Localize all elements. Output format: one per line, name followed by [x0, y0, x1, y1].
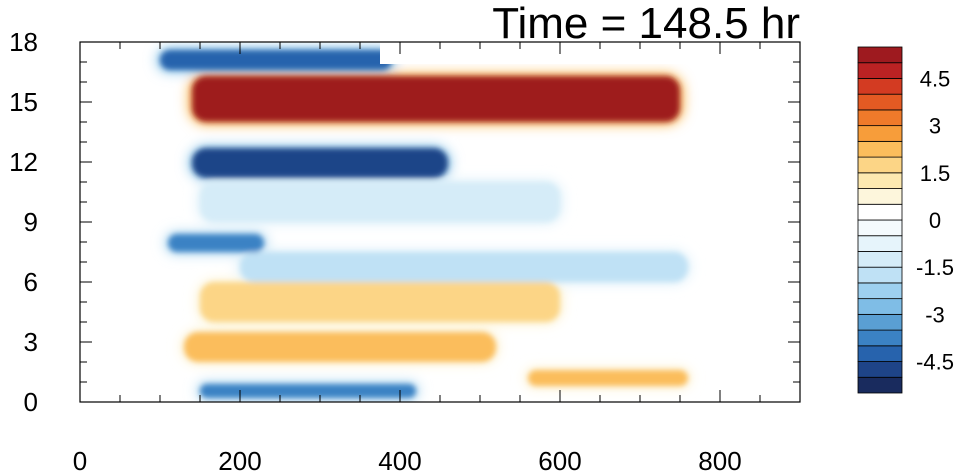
colorbar-box — [857, 62, 903, 79]
x-tick-label: 600 — [538, 446, 581, 473]
colorbar-box — [857, 156, 903, 174]
contour-region-9 — [168, 234, 264, 252]
x-tick-label: 400 — [378, 446, 421, 473]
colorbar-box — [857, 125, 903, 142]
colorbar-box — [857, 188, 903, 205]
chart-title: Time = 148.5 hr — [492, 0, 800, 48]
colorbar-box — [857, 313, 903, 331]
plot-area — [80, 42, 800, 402]
x-tick-label: 800 — [698, 446, 741, 473]
colorbar-label: 0 — [929, 208, 941, 233]
colorbar-box — [857, 282, 903, 300]
colorbar-box — [857, 172, 903, 189]
colorbar-box — [857, 376, 903, 394]
colorbar-label: 4.5 — [920, 66, 951, 91]
y-tick-label: 12 — [9, 147, 38, 177]
colorbar-box — [857, 78, 903, 95]
contour-region-2 — [160, 50, 392, 70]
y-tick-label: 15 — [9, 87, 38, 117]
colorbar-box — [857, 266, 903, 284]
contour-region-3 — [200, 282, 560, 322]
colorbar-box — [857, 219, 903, 237]
colorbar-box — [857, 140, 903, 158]
contour-region-6 — [200, 384, 416, 398]
title-mask — [380, 42, 800, 64]
contour-region-1 — [192, 148, 448, 178]
y-tick-label: 0 — [24, 387, 38, 417]
colorbar-label: -4.5 — [916, 350, 954, 375]
contour-region-0 — [192, 76, 680, 122]
colorbar-label: -1.5 — [916, 255, 954, 280]
x-tick-label: 200 — [218, 446, 261, 473]
y-tick-label: 3 — [24, 327, 38, 357]
y-axis: 0 3 6 9 12 15 18 — [9, 27, 800, 417]
colorbar-label: 3 — [929, 114, 941, 139]
y-tick-label: 9 — [24, 207, 38, 237]
contour-region-7 — [200, 182, 560, 222]
y-tick-label: 18 — [9, 27, 38, 57]
colorbar-box — [857, 235, 903, 252]
colorbar-box — [857, 251, 903, 268]
colorbar-box — [857, 203, 903, 221]
colorbar-box — [857, 46, 903, 64]
colorbar-box — [857, 109, 903, 127]
colorbar-box — [857, 298, 903, 315]
colorbar-box — [857, 345, 903, 362]
colorbar-box — [857, 329, 903, 347]
contour-region-5 — [528, 370, 688, 386]
y-tick-label: 6 — [24, 267, 38, 297]
contour-region-8 — [240, 252, 688, 282]
colorbar: 4.5 3 1.5 0 -1.5 -3 -4.5 — [857, 46, 954, 394]
field-core-layer — [160, 50, 688, 398]
colorbar-label: -3 — [925, 302, 945, 327]
contour-region-4 — [184, 332, 496, 362]
colorbar-box — [857, 361, 903, 378]
colorbar-box — [857, 93, 903, 111]
x-axis: 0 200 400 600 800 — [73, 42, 801, 473]
colorbar-label: 1.5 — [920, 161, 951, 186]
x-tick-label: 0 — [73, 446, 87, 473]
